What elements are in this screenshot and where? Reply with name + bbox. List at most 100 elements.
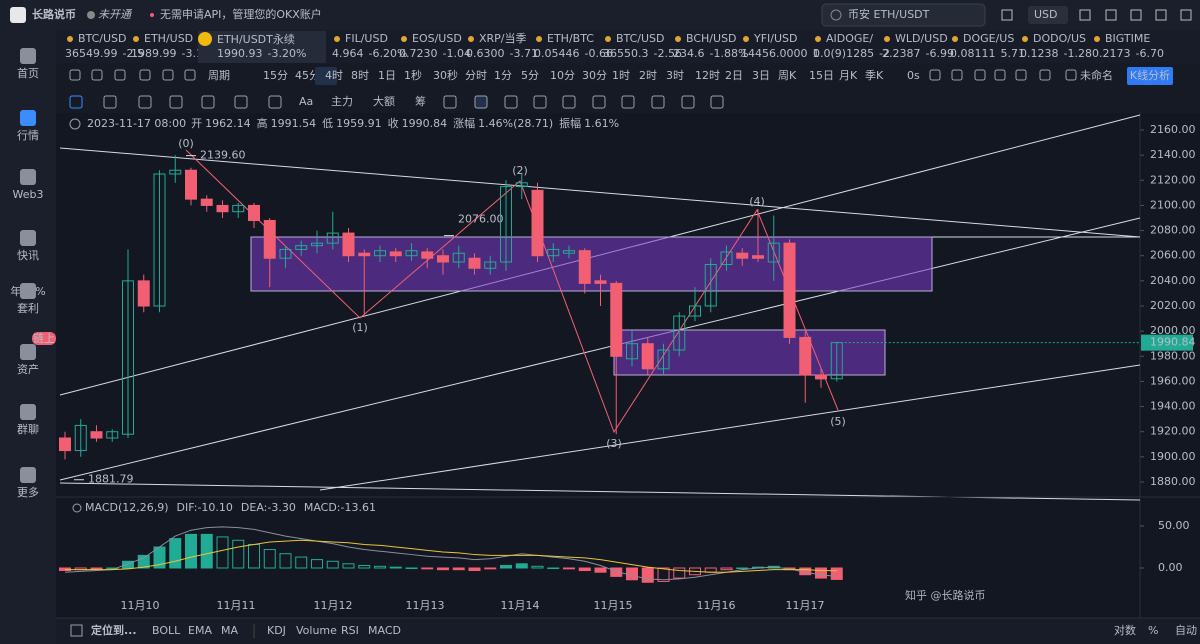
draw-tool[interactable]: [103, 95, 117, 109]
ticker-icon[interactable]: [133, 36, 139, 42]
tool-icon[interactable]: [1015, 69, 1027, 81]
window-icon[interactable]: [1180, 9, 1192, 21]
timeframe[interactable]: 12时: [695, 69, 720, 82]
locate-icon[interactable]: [70, 624, 83, 637]
draw-tool[interactable]: [443, 95, 457, 109]
draw-tool[interactable]: [504, 95, 518, 109]
draw-tool[interactable]: [169, 95, 183, 109]
main-indicator[interactable]: MA: [221, 624, 238, 637]
tool-icon[interactable]: [184, 69, 196, 81]
timeframe[interactable]: 45分: [295, 69, 320, 82]
main-indicator[interactable]: EMA: [188, 624, 212, 637]
tool-icon[interactable]: [951, 69, 963, 81]
search-box[interactable]: [821, 3, 986, 27]
timeframe[interactable]: 1分: [494, 69, 512, 82]
draw-tool[interactable]: [533, 95, 547, 109]
tool-icon[interactable]: [929, 69, 941, 81]
locate[interactable]: 定位到...: [91, 623, 137, 637]
draw-tool[interactable]: [651, 95, 665, 109]
tool-label[interactable]: 筹: [415, 94, 426, 108]
sidebar-icon[interactable]: [20, 467, 36, 483]
sidebar-icon[interactable]: [20, 230, 36, 246]
ticker-icon[interactable]: [884, 36, 890, 42]
draw-tool[interactable]: [562, 95, 576, 109]
timeframe[interactable]: 15分: [263, 69, 288, 82]
timeframe[interactable]: 3日: [752, 69, 770, 82]
sub-indicator[interactable]: RSI: [341, 624, 359, 637]
sub-indicator[interactable]: MACD: [368, 624, 401, 637]
ticker-icon[interactable]: [468, 36, 474, 42]
timeframe[interactable]: 30秒: [433, 68, 458, 82]
timeframe[interactable]: 1秒: [404, 68, 422, 82]
tool-icon[interactable]: [1065, 69, 1077, 81]
timeframe[interactable]: 1时: [612, 69, 630, 82]
sub-indicator[interactable]: KDJ: [267, 624, 286, 637]
timeframe[interactable]: 2时: [639, 69, 657, 82]
ticker-icon[interactable]: [536, 36, 542, 42]
sidebar-icon[interactable]: [20, 48, 36, 64]
draw-tool[interactable]: [69, 95, 83, 109]
draw-tool[interactable]: [234, 95, 248, 109]
window-icon[interactable]: [1130, 9, 1142, 21]
tool-label[interactable]: 大额: [373, 94, 395, 108]
tool-icon[interactable]: [91, 69, 103, 81]
timeframe[interactable]: 季K: [865, 69, 884, 82]
timeframe[interactable]: 3时: [666, 69, 684, 82]
draw-tool[interactable]: [268, 95, 282, 109]
draw-tool[interactable]: [681, 95, 695, 109]
ticker-icon[interactable]: [67, 36, 73, 42]
sidebar-icon[interactable]: [20, 169, 36, 185]
timeframe[interactable]: 2日: [725, 69, 743, 82]
tool-label[interactable]: 主力: [331, 95, 353, 108]
timeframe[interactable]: 周K: [778, 69, 797, 82]
tool-icon[interactable]: [139, 69, 151, 81]
active-tab[interactable]: [198, 31, 326, 63]
ticker-icon[interactable]: [198, 32, 212, 46]
sidebar-icon[interactable]: [20, 344, 36, 360]
tool-icon[interactable]: [69, 69, 81, 81]
window-icon[interactable]: [1105, 9, 1117, 21]
timeframe[interactable]: 10分: [550, 69, 575, 82]
timeframe[interactable]: 30分: [582, 69, 607, 82]
main-indicator[interactable]: BOLL: [152, 624, 181, 637]
ticker-icon[interactable]: [815, 36, 821, 42]
timeframe[interactable]: 4时: [325, 69, 343, 82]
draw-tool[interactable]: [621, 95, 635, 109]
timeframe[interactable]: 5分: [521, 69, 539, 82]
ticker-icon[interactable]: [334, 36, 340, 42]
draw-tool[interactable]: [474, 95, 488, 109]
ticker-icon[interactable]: [743, 36, 749, 42]
window-icon[interactable]: [1155, 9, 1167, 21]
ticker-icon[interactable]: [675, 36, 681, 42]
timeframe[interactable]: 1日: [378, 69, 396, 82]
sidebar-icon[interactable]: [20, 110, 36, 126]
draw-tool[interactable]: [592, 95, 606, 109]
scale-option[interactable]: %: [1148, 624, 1158, 637]
draw-tool[interactable]: [710, 95, 724, 109]
scale-option[interactable]: 自动: [1175, 624, 1197, 637]
window-icon[interactable]: [1001, 9, 1013, 21]
ticker-icon[interactable]: [1094, 36, 1100, 42]
tool-label[interactable]: Aa: [299, 95, 313, 108]
analysis-btn[interactable]: [1127, 67, 1173, 85]
tool-icon[interactable]: [1039, 69, 1051, 81]
ticker-icon[interactable]: [952, 36, 958, 42]
ticker-icon[interactable]: [1022, 36, 1028, 42]
timeframe[interactable]: 8时: [351, 69, 369, 82]
tool-icon[interactable]: [974, 69, 986, 81]
ticker-icon[interactable]: [401, 36, 407, 42]
sidebar-icon[interactable]: [20, 283, 36, 299]
sidebar-icon[interactable]: [20, 404, 36, 420]
timeframe[interactable]: 周期: [208, 69, 230, 82]
currency-box[interactable]: [1028, 6, 1068, 24]
tool-icon[interactable]: [114, 69, 126, 81]
draw-tool[interactable]: [201, 95, 215, 109]
scale-option[interactable]: 对数: [1114, 623, 1136, 637]
timeframe[interactable]: 15日: [809, 69, 834, 82]
window-icon[interactable]: [1079, 9, 1091, 21]
draw-tool[interactable]: [138, 95, 152, 109]
ticker-icon[interactable]: [605, 36, 611, 42]
timeframe[interactable]: 分时: [465, 69, 487, 82]
tool-icon[interactable]: [162, 69, 174, 81]
tool-icon[interactable]: [994, 69, 1006, 81]
